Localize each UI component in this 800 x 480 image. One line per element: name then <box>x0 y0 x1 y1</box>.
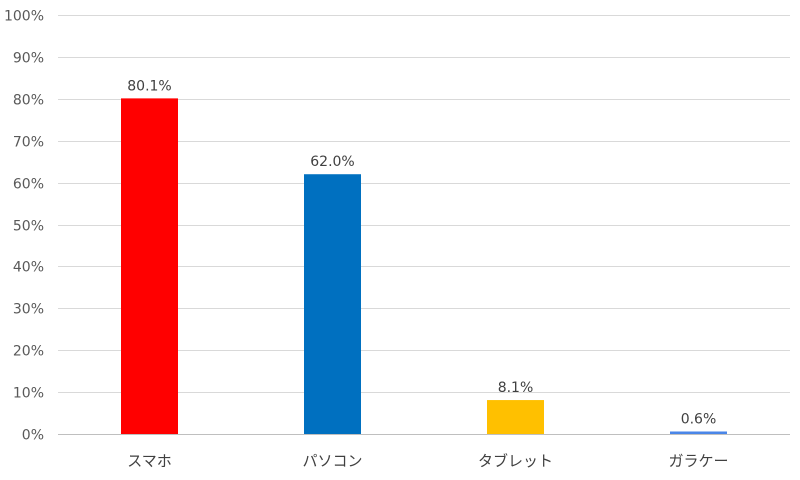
category-label: スマホ <box>127 452 172 470</box>
data-label: 0.6% <box>681 411 717 427</box>
y-tick-label: 70% <box>13 135 44 151</box>
data-label: 80.1% <box>127 78 171 94</box>
y-tick-label: 10% <box>13 386 44 402</box>
y-tick-label: 90% <box>13 51 44 67</box>
data-label: 62.0% <box>310 154 354 170</box>
bar <box>487 400 544 434</box>
category-label: パソコン <box>302 452 362 470</box>
y-tick-label: 80% <box>13 93 44 109</box>
y-tick-label: 30% <box>13 302 44 318</box>
bars <box>121 98 727 435</box>
category-label: ガラケー <box>668 452 728 470</box>
data-label: 8.1% <box>498 380 534 396</box>
y-tick-label: 60% <box>13 177 44 193</box>
bar <box>121 98 178 435</box>
y-tick-label: 20% <box>13 344 44 360</box>
gridlines <box>58 15 790 393</box>
y-tick-label: 40% <box>13 260 44 276</box>
category-label: タブレット <box>478 452 553 470</box>
y-tick-label: 100% <box>4 9 44 25</box>
y-tick-label: 50% <box>13 219 44 235</box>
y-axis-tick-labels: 0% 10% 20% 30% 40% 50% 60% 70% 80% 90% 100% <box>4 9 44 444</box>
bar <box>670 431 727 434</box>
x-axis-category-labels: スマホ パソコン タブレット ガラケー <box>127 452 728 470</box>
data-labels: 80.1% 62.0% 8.1% 0.6% <box>127 78 716 427</box>
y-tick-label: 0% <box>22 428 44 444</box>
bar <box>304 174 361 434</box>
